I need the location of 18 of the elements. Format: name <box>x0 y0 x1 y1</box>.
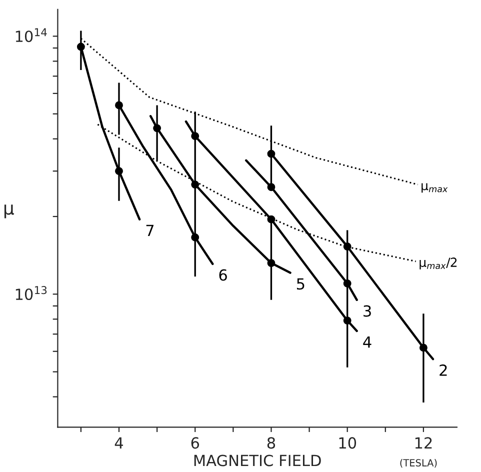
x-axis-title: MAGNETIC FIELD <box>194 454 321 466</box>
series-label: μ$_{max}$ <box>422 183 448 193</box>
series-label: 2 <box>440 364 447 376</box>
series-label: 4 <box>363 336 372 348</box>
x-tick-label: 10 <box>339 437 356 449</box>
y-tick-label: 10$^{14}$ <box>16 28 47 42</box>
x-tick-label: 4 <box>114 437 123 448</box>
series-label: μ$_{max}$/2 <box>420 258 457 270</box>
x-tick-label: 8 <box>267 437 276 449</box>
series-label: 7 <box>146 224 154 236</box>
y-tick-label: 10$^{13}$ <box>16 286 47 300</box>
x-tick-label: 12 <box>415 437 432 448</box>
text: (TESLA) <box>400 458 437 468</box>
series-label: 3 <box>364 305 371 317</box>
series-label: 5 <box>296 278 304 290</box>
y-axis-title: μ <box>4 204 14 218</box>
x-tick-label: 6 <box>191 437 200 449</box>
series-label: 6 <box>219 269 227 281</box>
